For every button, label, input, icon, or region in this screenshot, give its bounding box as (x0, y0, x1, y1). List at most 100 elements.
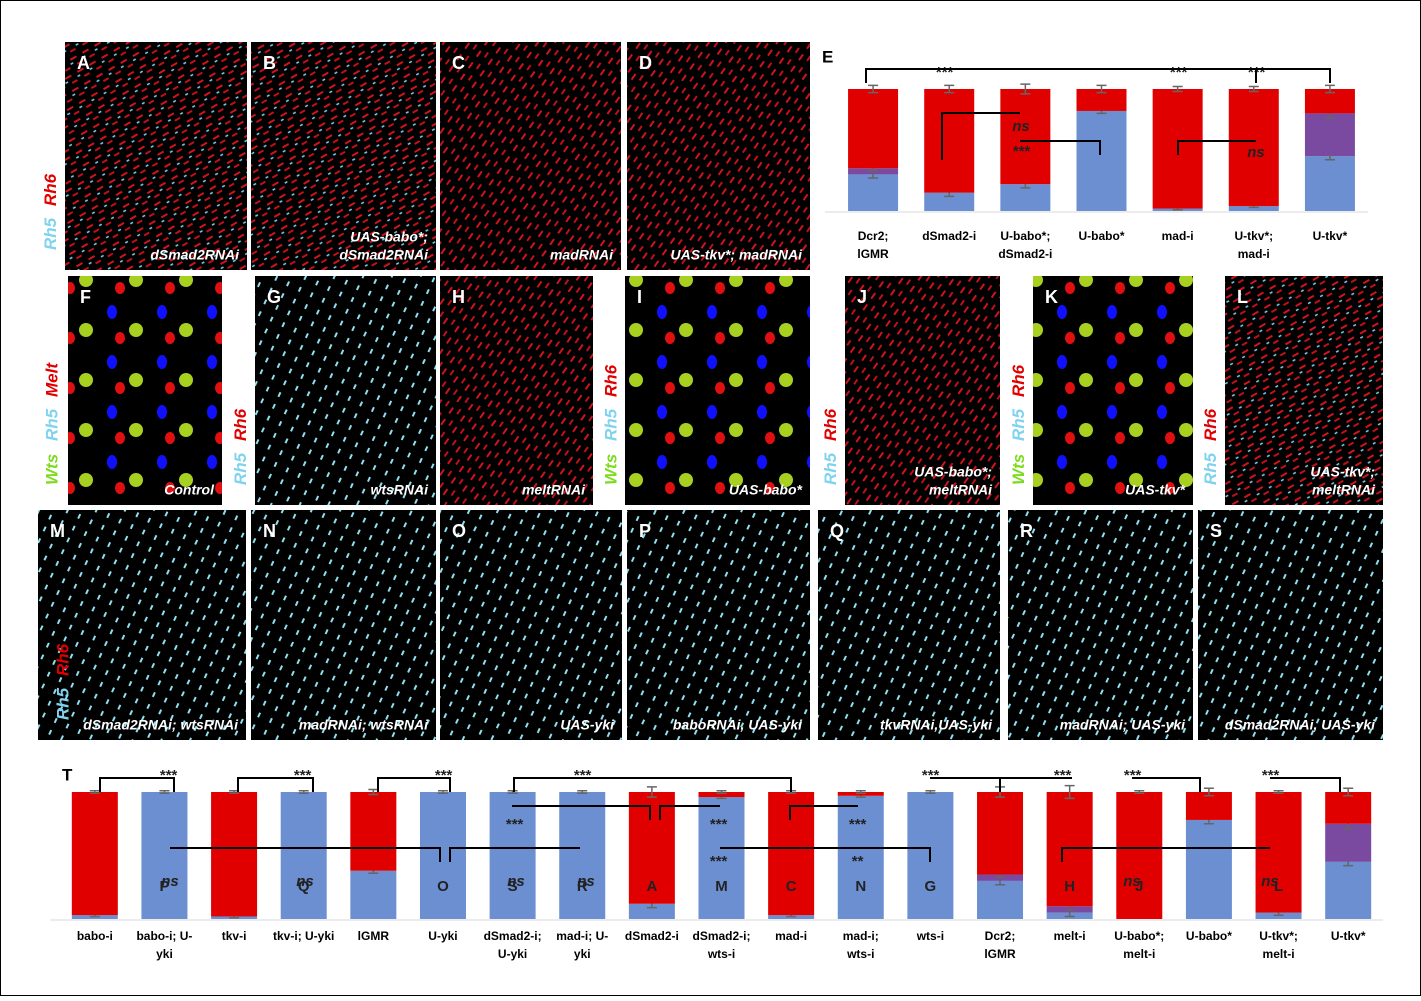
x-tick-label: lGMR (358, 929, 390, 943)
channel-label: Rh5 (601, 408, 620, 441)
channel-label: Rh6 (53, 643, 72, 676)
bar-segment (72, 792, 118, 915)
bar-segment (350, 871, 396, 919)
micrograph (440, 42, 621, 270)
bar-segment (1000, 89, 1050, 184)
significance: *** (1123, 767, 1142, 784)
significance: *** (159, 767, 178, 784)
channel-label: Rh6 (1201, 408, 1220, 441)
panel-letter: R (1020, 521, 1033, 541)
figure: ARh5Rh6dSmad2RNAiBUAS-babo*;dSmad2RNAiCm… (0, 0, 1421, 996)
channel-label: Melt (42, 362, 61, 397)
chart-label: T (62, 765, 73, 784)
channel-label: Rh6 (41, 173, 60, 206)
panel-caption: UAS-babo*; (350, 229, 428, 245)
x-tick-label: U-tkv*; (1234, 229, 1273, 243)
micrograph (627, 42, 810, 270)
x-tick-label: U-babo* (1186, 929, 1232, 943)
channel-label: Rh6 (1009, 364, 1028, 397)
x-tick-label: dSmad2-i (625, 929, 679, 943)
panel-caption: dSmad2RNAi (150, 247, 240, 263)
channel-label: Rh5 (42, 408, 61, 441)
bar-segment (1077, 111, 1127, 211)
channel-label: Rh5 (41, 217, 60, 250)
significance: *** (848, 816, 867, 833)
panel-letter: A (77, 53, 90, 73)
x-tick-label: melt-i (1054, 929, 1086, 943)
x-tick-label: tkv-i (222, 929, 247, 943)
bar-segment (1305, 113, 1355, 156)
bar-segment (1116, 792, 1162, 919)
x-tick-label: mad-i (775, 929, 807, 943)
bar-letter: N (855, 878, 866, 895)
panel-caption: madRNAi; UAS-yki (1060, 717, 1186, 733)
bar-segment (1325, 792, 1371, 824)
bar-segment (1186, 820, 1232, 919)
panel-letter: Q (830, 521, 844, 541)
x-tick-label: wts-i (707, 947, 735, 961)
x-tick-label: babo-i (77, 929, 113, 943)
channel-label: Wts (1009, 454, 1028, 485)
x-tick-label: babo-i; U- (136, 929, 192, 943)
significance: ns (1261, 873, 1279, 890)
panel-letter: O (452, 521, 466, 541)
x-tick-label: U-yki (498, 947, 527, 961)
x-tick-label: Dcr2; (985, 929, 1016, 943)
panel-caption: UAS-babo*; (914, 464, 992, 480)
significance: ns (1123, 873, 1141, 890)
significance: *** (921, 767, 940, 784)
x-tick-label: tkv-i; U-yki (273, 929, 334, 943)
channel-label: Rh5 (53, 687, 72, 720)
panel-letter: I (637, 287, 642, 307)
bar-segment (350, 792, 396, 871)
panel-letter: M (50, 521, 65, 541)
panel-letter: S (1210, 521, 1222, 541)
panel-letter: K (1045, 287, 1058, 307)
panel-letter: L (1237, 287, 1248, 307)
bar-segment (1305, 156, 1355, 211)
significance: ns (161, 873, 179, 890)
panel-caption: meltRNAi (1312, 482, 1376, 498)
micrograph (1006, 276, 1193, 505)
micrograph (251, 510, 436, 740)
panel-caption: madRNAi (550, 247, 614, 263)
significance: *** (1169, 64, 1188, 81)
micrograph (440, 276, 593, 505)
micrograph (38, 42, 247, 270)
panel-caption: dSmad2RNAi, UAS-yki (1225, 717, 1376, 733)
bar-letter: G (925, 878, 937, 895)
significance: *** (1053, 767, 1072, 784)
bar-letter: A (646, 878, 657, 895)
bar-segment (977, 881, 1023, 919)
x-tick-label: wts-i (846, 947, 874, 961)
bar-segment (141, 792, 187, 919)
bar-segment (848, 89, 898, 168)
x-tick-label: mad-i (1238, 247, 1270, 261)
bar-segment (420, 792, 466, 919)
bar-letter: O (437, 878, 449, 895)
panel-caption: UAS-tkv* (1125, 482, 1185, 498)
micrograph (1008, 510, 1193, 740)
x-tick-label: dSmad2-i; (484, 929, 542, 943)
x-tick-label: mad-i; U- (556, 929, 608, 943)
significance: *** (935, 64, 954, 81)
x-tick-label: wts-i (916, 929, 944, 943)
x-tick-label: U-babo* (1079, 229, 1125, 243)
panel-letter: H (452, 287, 465, 307)
panel-caption: Control (164, 482, 215, 498)
bar-segment (1325, 862, 1371, 919)
bar-letter: M (715, 878, 728, 895)
panel-caption: meltRNAi (522, 482, 586, 498)
channel-label: Rh5 (1201, 452, 1220, 485)
x-tick-label: U-babo*; (1114, 929, 1164, 943)
channel-label: Rh6 (601, 364, 620, 397)
panel-letter: N (263, 521, 276, 541)
significance: *** (505, 816, 524, 833)
bar-segment (281, 792, 327, 919)
channel-label: Rh5 (821, 452, 840, 485)
x-tick-label: lGMR (857, 247, 889, 261)
panel-letter: J (857, 287, 867, 307)
significance: *** (573, 767, 592, 784)
bar-segment (924, 89, 974, 193)
x-tick-label: yki (156, 947, 173, 961)
